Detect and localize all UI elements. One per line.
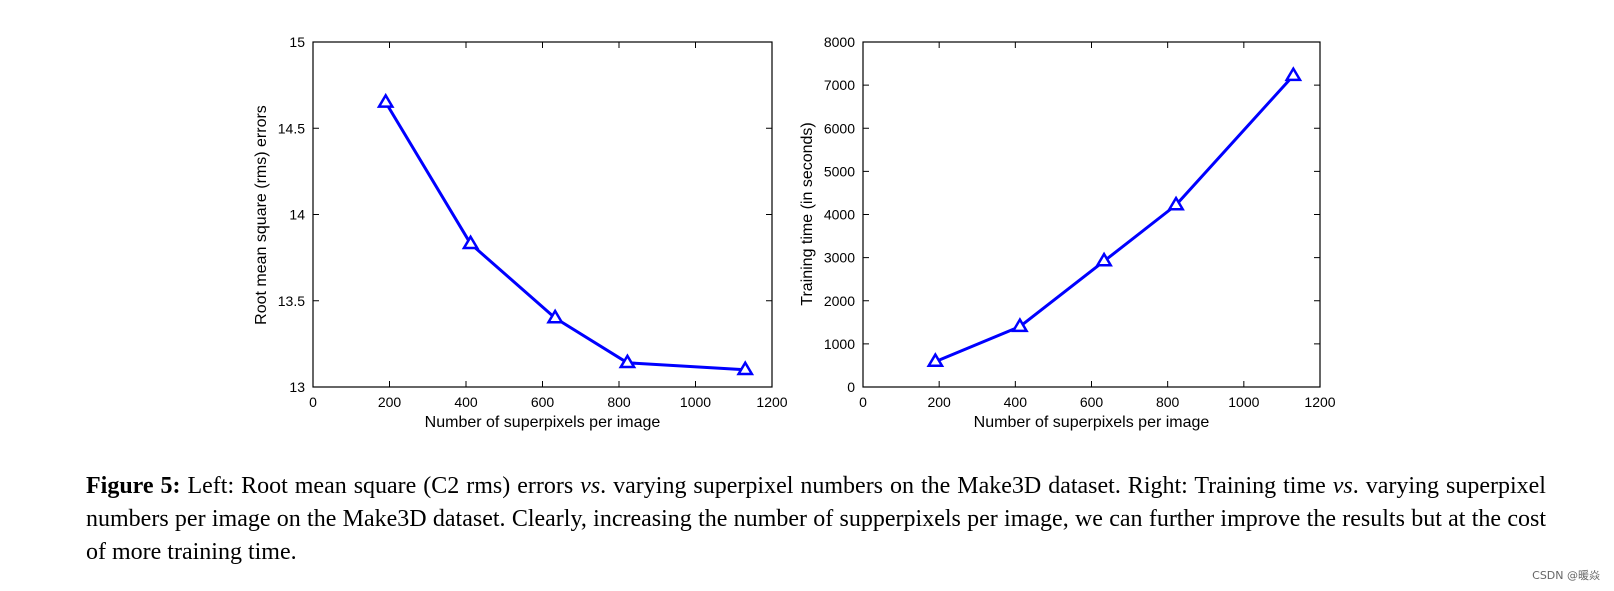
data-point-marker [376,92,395,108]
data-point-marker [461,234,480,250]
y-tick-label: 13.5 [278,293,305,309]
watermark: CSDN @暖焱 [1532,569,1600,582]
x-tick-label: 0 [309,394,317,410]
y-tick-label: 7000 [824,77,855,93]
caption-text-3: . varying superpixel numbers per image o… [86,473,1546,565]
plot-frame [312,41,773,388]
x-tick-label: 1000 [1228,394,1259,410]
x-tick-label: 1200 [1304,394,1335,410]
x-tick-label: 400 [1004,394,1028,410]
caption-text-1: Left: Root mean square (C2 rms) errors [180,473,581,499]
y-tick-label: 2000 [824,293,855,309]
y-tick-label: 14.5 [278,120,305,136]
series-line [934,74,1295,363]
y-tick-label: 4000 [824,207,855,223]
y-tick-label: 3000 [824,250,855,266]
x-tick-label: 800 [607,394,631,410]
data-point-marker [1167,195,1185,211]
y-tick-label: 15 [289,34,305,50]
y-axis-label: Training time (in seconds) [799,122,816,305]
x-tick-label: 1000 [680,394,711,410]
data-point-marker [926,352,945,368]
x-tick-label: 1200 [756,394,787,410]
chart-left-rms-errors: 0 200 400 600 800 1000 1200 13 13.5 14 14.5 15 Numbe… [253,34,788,431]
x-tick-label: 200 [927,394,951,410]
data-point-marker [618,353,637,369]
x-axis-label: Number of superpixels per image [974,414,1210,431]
chart-right-training-time: 0 200 400 600 800 1000 1200 0 1000 2000 3000 4000 50… [799,34,1336,431]
series-line [384,101,746,372]
y-tick-label: 8000 [824,34,855,50]
x-tick-label: 200 [378,394,402,410]
x-tick-label: 400 [454,394,478,410]
data-point-marker [1011,317,1029,333]
y-tick-label: 13 [289,379,305,395]
data-point-marker [1284,66,1303,82]
y-tick-label: 5000 [824,163,855,179]
y-tick-label: 14 [289,207,305,223]
data-point-marker [1095,251,1113,267]
x-tick-label: 0 [859,394,867,410]
x-axis-label: Number of superpixels per image [425,414,661,431]
x-tick-label: 600 [1080,394,1104,410]
caption-text-2: . varying superpixel numbers on the Make… [600,473,1333,499]
x-tick-label: 600 [531,394,555,410]
caption-label: Figure 5: [86,473,181,499]
data-point-marker [736,360,755,376]
caption-vs-1: vs [580,473,601,499]
plot-frame [862,41,1321,388]
y-tick-label: 1000 [824,336,855,352]
y-axis-label: Root mean square (rms) errors [253,105,270,325]
x-tick-label: 800 [1156,394,1180,410]
figure-charts: 0 200 400 600 800 1000 1200 13 13.5 14 14.5 15 Numbe… [253,34,1336,431]
data-point-marker [546,308,564,324]
caption-vs-2: vs [1332,473,1353,499]
figure-caption: Figure 5: Left: Root mean square (C2 rms… [86,470,1546,569]
y-tick-label: 0 [847,379,855,395]
y-tick-label: 6000 [824,120,855,136]
